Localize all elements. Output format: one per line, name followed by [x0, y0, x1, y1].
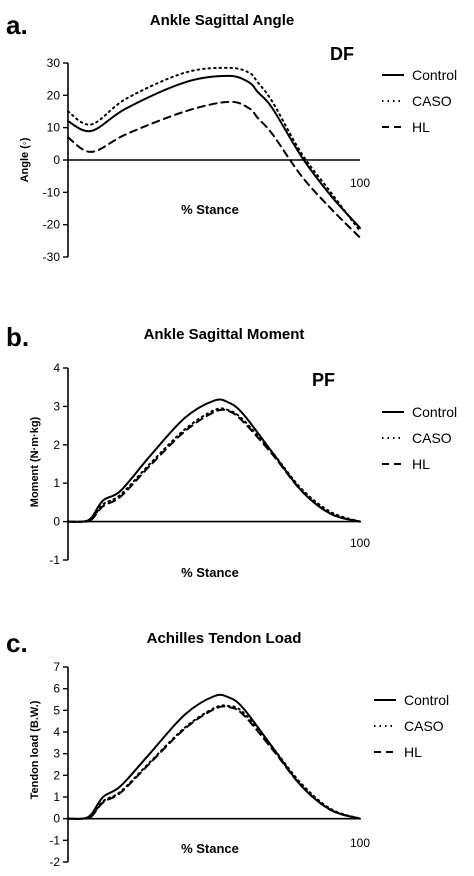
- panel-c-y-axis-label: Tendon load (B.W.): [29, 700, 41, 799]
- panel-c-series-caso: [67, 704, 361, 820]
- panel-c-letter: c.: [6, 628, 28, 658]
- panel-b-letter: b.: [6, 322, 30, 352]
- panel-b-y-tick-label: 3: [53, 399, 60, 413]
- panel-a-series-control: [67, 74, 361, 229]
- panel-b-legend-label-caso: CASO: [412, 430, 452, 446]
- panel-a-legend-label-hl: HL: [412, 119, 430, 135]
- panel-c-y-tick-label: 0: [53, 812, 60, 826]
- panel-a-y-axis-label: Angle (◦): [19, 137, 31, 182]
- panel-a-y-tick-label: 30: [47, 56, 61, 70]
- panel-b-legend-label-hl: HL: [412, 456, 430, 472]
- panel-c-legend-label-caso: CASO: [404, 718, 444, 734]
- panel-c-y-tick-label: -2: [49, 855, 60, 869]
- panel-b-y-tick-label: 1: [53, 476, 60, 490]
- panel-c-legend-label-control: Control: [404, 692, 449, 708]
- panel-c-series-control: [67, 693, 361, 820]
- panel-a-x-tick-label: 100: [350, 176, 370, 190]
- panel-b-tag: PF: [312, 370, 336, 390]
- panel-b-x-axis-label: % Stance: [181, 565, 239, 580]
- panel-c-y-tick-label: 1: [53, 790, 60, 804]
- panel-c-y-tick-label: 6: [53, 682, 60, 696]
- panel-c-y-tick-label: 7: [53, 660, 60, 674]
- panel-b-series-control: [67, 398, 361, 523]
- panel-c-y-tick-label: 2: [53, 768, 60, 782]
- panel-a-y-tick-label: -30: [43, 250, 61, 264]
- panel-a-legend-label-control: Control: [412, 67, 457, 83]
- panel-c-y-tick-label: 4: [53, 725, 60, 739]
- panel-a-y-tick-label: -10: [43, 185, 61, 199]
- panel-c-y-tick-label: -1: [49, 833, 60, 847]
- panel-a-series-hl: [67, 100, 361, 239]
- panel-c-y-tick-label: 5: [53, 703, 60, 717]
- panel-b-x-tick-label: 100: [350, 536, 370, 550]
- panel-b-series-hl: [67, 408, 361, 523]
- panel-b-title: Ankle Sagittal Moment: [143, 326, 305, 343]
- panel-a-title: Ankle Sagittal Angle: [149, 12, 295, 29]
- panel-a-y-tick-label: 10: [47, 121, 61, 135]
- panel-b-y-axis-label: Moment (N·m·kg): [29, 416, 41, 507]
- panel-b-series-caso: [67, 407, 361, 523]
- panel-c-series-hl: [67, 705, 361, 820]
- panel-b-y-tick-label: 2: [53, 438, 60, 452]
- panel-c-y-tick-label: 3: [53, 747, 60, 761]
- panel-b-y-tick-label: -1: [49, 553, 60, 567]
- panel-a-letter: a.: [6, 10, 28, 40]
- panel-c-x-tick-label: 100: [350, 836, 370, 850]
- panel-a-y-tick-label: 20: [47, 88, 61, 102]
- panel-b-y-tick-label: 0: [53, 515, 60, 529]
- panel-c-title: Achilles Tendon Load: [146, 630, 302, 647]
- panel-b-legend-label-control: Control: [412, 404, 457, 420]
- panel-a-legend-label-caso: CASO: [412, 93, 452, 109]
- panel-b-y-tick-label: 4: [53, 361, 60, 375]
- panel-a-series-caso: [67, 66, 361, 233]
- panel-c-legend-label-hl: HL: [404, 744, 422, 760]
- panel-a-y-tick-label: -20: [43, 218, 61, 232]
- panel-a-tag: DF: [330, 44, 354, 64]
- panel-a-y-tick-label: 0: [53, 153, 60, 167]
- panel-c-x-axis-label: % Stance: [181, 841, 239, 856]
- panel-a-x-axis-label: % Stance: [181, 202, 239, 217]
